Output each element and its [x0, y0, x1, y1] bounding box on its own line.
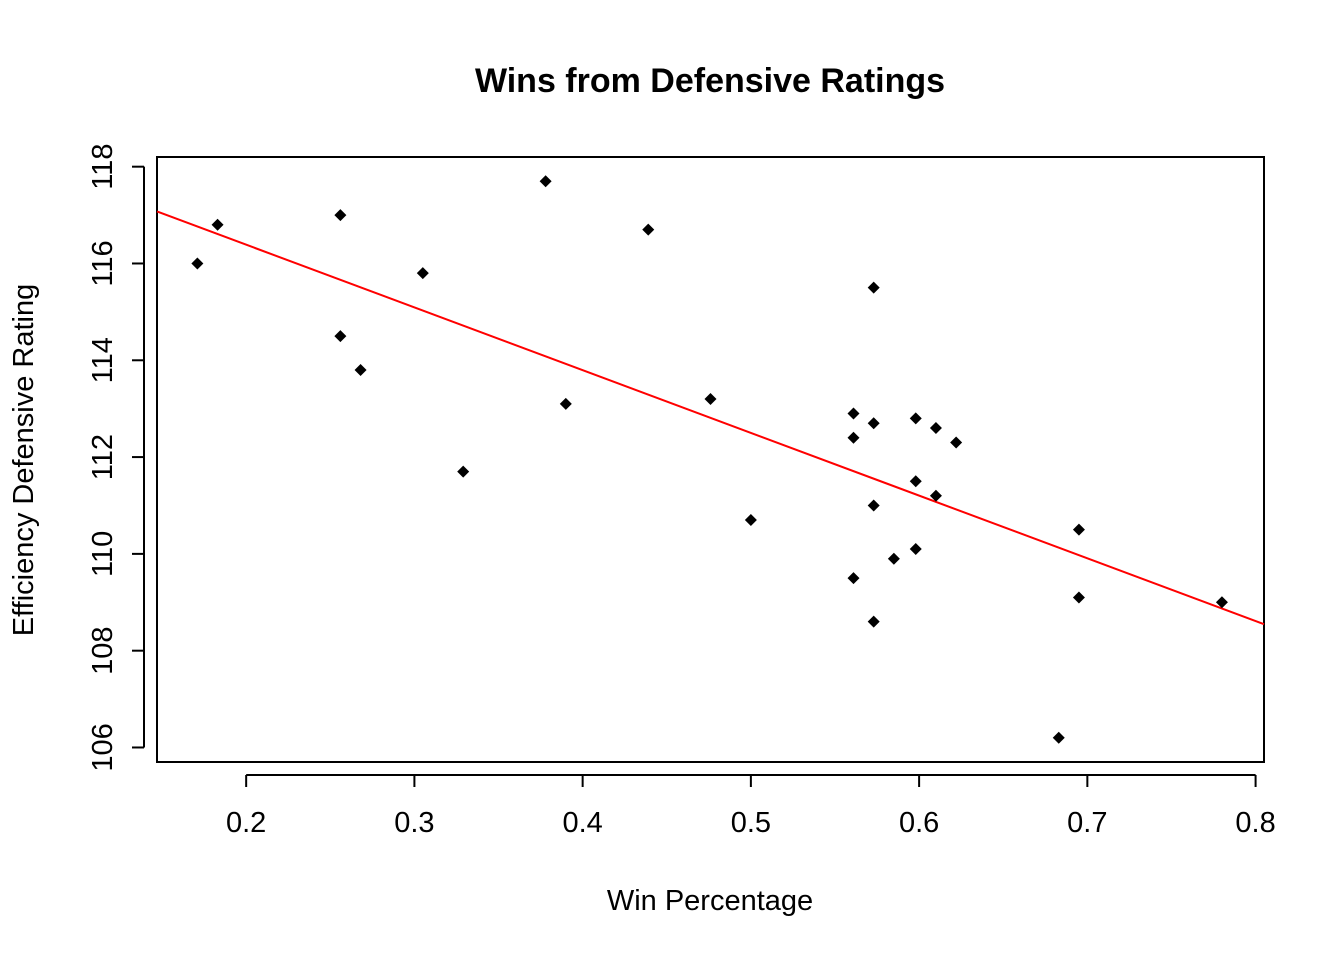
- y-tick-label: 110: [87, 531, 119, 577]
- data-point: [847, 572, 860, 585]
- regression-line: [156, 210, 1265, 626]
- data-point: [929, 422, 942, 435]
- data-point: [1072, 591, 1085, 604]
- data-point: [416, 267, 429, 280]
- data-point: [847, 431, 860, 444]
- data-point: [1215, 596, 1228, 609]
- trend-line-group: [156, 210, 1265, 626]
- data-point: [559, 397, 572, 410]
- y-tick-label: 118: [87, 144, 119, 190]
- data-point: [867, 417, 880, 430]
- y-tick-label: 106: [87, 723, 119, 771]
- x-tick-label: 0.3: [394, 807, 434, 839]
- data-point: [847, 407, 860, 420]
- x-tick-label: 0.5: [731, 807, 771, 839]
- plot-frame: [156, 156, 1265, 763]
- chart-title: Wins from Defensive Ratings: [475, 62, 945, 100]
- x-tick-label: 0.7: [1067, 807, 1107, 839]
- x-axis: 0.2 0.3 0.4 0.5 0.6 0.7 0.8: [226, 774, 1276, 839]
- data-point: [950, 436, 963, 449]
- data-point: [334, 209, 347, 222]
- data-point: [867, 615, 880, 628]
- data-points: [191, 175, 1228, 744]
- y-axis-label: Efficiency Defensive Rating: [8, 284, 40, 636]
- y-tick-label: 112: [87, 434, 119, 480]
- x-tick-label: 0.8: [1235, 807, 1275, 839]
- x-tick-label: 0.4: [562, 807, 602, 839]
- x-tick-label: 0.2: [226, 807, 266, 839]
- data-point: [354, 363, 367, 376]
- x-tick-label: 0.6: [899, 807, 939, 839]
- data-point: [909, 475, 922, 488]
- data-point: [744, 514, 757, 526]
- data-point: [887, 552, 900, 565]
- data-point: [211, 218, 224, 231]
- data-point: [457, 465, 470, 478]
- data-point: [704, 393, 717, 405]
- data-point: [909, 543, 922, 556]
- y-axis: 106 108 110 112 114 116 118: [87, 144, 145, 772]
- data-point: [867, 281, 880, 294]
- data-point: [867, 499, 880, 512]
- data-point: [1052, 731, 1065, 744]
- data-point: [929, 489, 942, 502]
- y-tick-label: 114: [87, 337, 119, 383]
- data-point: [334, 330, 347, 343]
- data-point: [1072, 523, 1085, 536]
- data-point: [191, 257, 204, 270]
- y-tick-label: 116: [87, 240, 119, 286]
- data-point: [909, 412, 922, 425]
- data-point: [539, 175, 552, 188]
- y-tick-label: 108: [87, 626, 119, 674]
- data-point: [642, 223, 655, 236]
- x-axis-label: Win Percentage: [607, 885, 813, 917]
